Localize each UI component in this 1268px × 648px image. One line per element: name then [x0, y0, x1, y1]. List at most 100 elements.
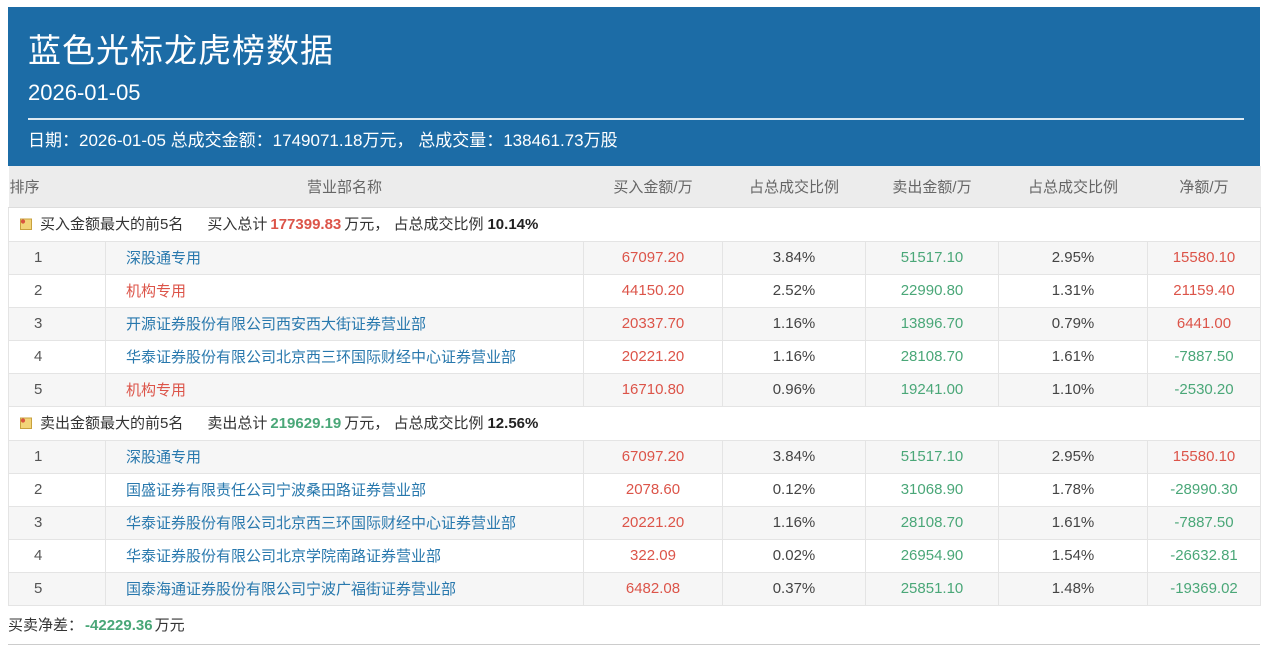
- rank-cell: 5: [8, 372, 106, 407]
- net-amount-cell: -19369.02: [1147, 571, 1261, 606]
- sell-amount-cell: 31068.90: [865, 472, 999, 507]
- section-header-row: 卖出金额最大的前5名 卖出总计 219629.19 万元， 占总成交比例 12.56%: [8, 405, 1261, 441]
- broker-name[interactable]: 深股通专用: [105, 240, 584, 275]
- table-row: 5 国泰海通证券股份有限公司宁波广福街证券营业部 6482.08 0.37% 25851…: [8, 571, 1261, 606]
- broker-name: 机构专用: [105, 273, 584, 308]
- buy-amount-cell: 20221.20: [583, 339, 723, 374]
- sell-amount-cell: 22990.80: [865, 273, 999, 308]
- buy-ratio-cell: 3.84%: [722, 240, 866, 275]
- rank-cell: 3: [8, 306, 106, 341]
- buy-amount-cell: 20337.70: [583, 306, 723, 341]
- buy-amount-cell: 67097.20: [583, 439, 723, 474]
- page-date: 2026-01-05: [28, 80, 141, 105]
- broker-name[interactable]: 深股通专用: [105, 439, 584, 474]
- section-total-label: 卖出总计: [207, 415, 268, 432]
- net-amount-cell: 6441.00: [1147, 306, 1261, 341]
- sell-amount-cell: 28108.70: [865, 505, 999, 540]
- col-buy-ratio: 占总成交比例: [722, 166, 866, 208]
- net-amount-cell: 15580.10: [1147, 439, 1261, 474]
- sell-amount-cell: 19241.00: [865, 372, 999, 407]
- net-amount-cell: -7887.50: [1147, 505, 1261, 540]
- rank-cell: 3: [8, 505, 106, 540]
- net-amount-cell: -26632.81: [1147, 538, 1261, 573]
- section-header-cell: 买入金额最大的前5名 买入总计 177399.83 万元， 占总成交比例 10.14%: [8, 206, 1261, 242]
- broker-name[interactable]: 开源证券股份有限公司西安西大街证券营业部: [105, 306, 584, 341]
- net-amount-cell: -7887.50: [1147, 339, 1261, 374]
- rank-cell: 1: [8, 439, 106, 474]
- buy-ratio-cell: 0.12%: [722, 472, 866, 507]
- header-divider: [28, 118, 1244, 120]
- section-total-unit: 万元，: [344, 415, 390, 432]
- rank-cell: 4: [8, 339, 106, 374]
- sell-ratio-cell: 2.95%: [998, 439, 1148, 474]
- net-amount-cell: -28990.30: [1147, 472, 1261, 507]
- buy-ratio-cell: 0.37%: [722, 571, 866, 606]
- table-row: 1 深股通专用 67097.20 3.84% 51517.10 2.95% 15580.10: [8, 439, 1261, 474]
- net-difference-label: 买卖净差：: [8, 616, 84, 634]
- broker-name[interactable]: 华泰证券股份有限公司北京西三环国际财经中心证券营业部: [105, 339, 584, 374]
- buy-amount-cell: 2078.60: [583, 472, 723, 507]
- col-rank: 排序: [8, 166, 106, 208]
- net-difference-value: -42229.36: [85, 616, 153, 634]
- table-row: 2 国盛证券有限责任公司宁波桑田路证券营业部 2078.60 0.12% 31068.9…: [8, 472, 1261, 507]
- sell-amount-cell: 25851.10: [865, 571, 999, 606]
- buy-amount-cell: 67097.20: [583, 240, 723, 275]
- section-ratio-value: 10.14%: [487, 216, 539, 233]
- table-row: 3 开源证券股份有限公司西安西大街证券营业部 20337.70 1.16% 13896.…: [8, 306, 1261, 341]
- sell-amount-cell: 51517.10: [865, 439, 999, 474]
- rank-cell: 2: [8, 273, 106, 308]
- sell-amount-cell: 51517.10: [865, 240, 999, 275]
- net-difference-row: 买卖净差： -42229.36 万元: [8, 606, 1260, 645]
- net-amount-cell: -2530.20: [1147, 372, 1261, 407]
- section-ratio-label: 占总成交比例: [393, 216, 484, 233]
- buy-ratio-cell: 0.02%: [722, 538, 866, 573]
- sell-ratio-cell: 0.79%: [998, 306, 1148, 341]
- sell-ratio-cell: 2.95%: [998, 240, 1148, 275]
- section-total-value: 177399.83: [270, 216, 342, 233]
- section-ratio-label: 占总成交比例: [393, 415, 484, 432]
- section-total-label: 买入总计: [207, 216, 268, 233]
- net-amount-cell: 21159.40: [1147, 273, 1261, 308]
- sell-amount-cell: 28108.70: [865, 339, 999, 374]
- table-row: 5 机构专用 16710.80 0.96% 19241.00 1.10% -2530.20: [8, 372, 1261, 407]
- page-title: 蓝色光标龙虎榜数据: [28, 32, 334, 69]
- sell-ratio-cell: 1.61%: [998, 505, 1148, 540]
- sell-ratio-cell: 1.10%: [998, 372, 1148, 407]
- rank-cell: 1: [8, 240, 106, 275]
- section-title: 买入金额最大的前5名: [40, 216, 184, 233]
- col-sell-amount: 卖出金额/万: [865, 166, 999, 208]
- table-row: 2 机构专用 44150.20 2.52% 22990.80 1.31% 21159.40: [8, 273, 1261, 308]
- table-row: 4 华泰证券股份有限公司北京学院南路证券营业部 322.09 0.02% 26954.9…: [8, 538, 1261, 573]
- table-row: 1 深股通专用 67097.20 3.84% 51517.10 2.95% 15580.10: [8, 240, 1261, 275]
- summary-info: 日期：2026-01-05 总成交金额：1749071.18万元， 总成交量：1…: [28, 131, 618, 150]
- buy-ratio-cell: 0.96%: [722, 372, 866, 407]
- broker-name[interactable]: 华泰证券股份有限公司北京西三环国际财经中心证券营业部: [105, 505, 584, 540]
- broker-name[interactable]: 国泰海通证券股份有限公司宁波广福街证券营业部: [105, 571, 584, 606]
- table-row: 4 华泰证券股份有限公司北京西三环国际财经中心证券营业部 20221.20 1.16%…: [8, 339, 1261, 374]
- section-header-row: 买入金额最大的前5名 买入总计 177399.83 万元， 占总成交比例 10.14%: [8, 206, 1261, 242]
- buy-ratio-cell: 1.16%: [722, 505, 866, 540]
- net-difference-unit: 万元: [154, 616, 185, 634]
- sell-ratio-cell: 1.48%: [998, 571, 1148, 606]
- buy-ratio-cell: 1.16%: [722, 306, 866, 341]
- lhb-table: 排序 营业部名称 买入金额/万 占总成交比例 卖出金额/万 占总成交比例 净额/…: [8, 166, 1261, 606]
- table-body: 买入金额最大的前5名 买入总计 177399.83 万元， 占总成交比例 10.14% 1…: [8, 206, 1261, 606]
- col-sell-ratio: 占总成交比例: [998, 166, 1148, 208]
- buy-ratio-cell: 3.84%: [722, 439, 866, 474]
- note-icon: [19, 416, 33, 434]
- note-icon: [19, 217, 33, 235]
- broker-name[interactable]: 华泰证券股份有限公司北京学院南路证券营业部: [105, 538, 584, 573]
- buy-amount-cell: 44150.20: [583, 273, 723, 308]
- buy-ratio-cell: 2.52%: [722, 273, 866, 308]
- table-header-row: 排序 营业部名称 买入金额/万 占总成交比例 卖出金额/万 占总成交比例 净额/…: [8, 166, 1261, 208]
- broker-name[interactable]: 国盛证券有限责任公司宁波桑田路证券营业部: [105, 472, 584, 507]
- sell-ratio-cell: 1.54%: [998, 538, 1148, 573]
- section-total-value: 219629.19: [270, 415, 342, 432]
- sell-amount-cell: 13896.70: [865, 306, 999, 341]
- rank-cell: 4: [8, 538, 106, 573]
- buy-amount-cell: 16710.80: [583, 372, 723, 407]
- rank-cell: 2: [8, 472, 106, 507]
- col-net-amount: 净额/万: [1147, 166, 1261, 208]
- sell-amount-cell: 26954.90: [865, 538, 999, 573]
